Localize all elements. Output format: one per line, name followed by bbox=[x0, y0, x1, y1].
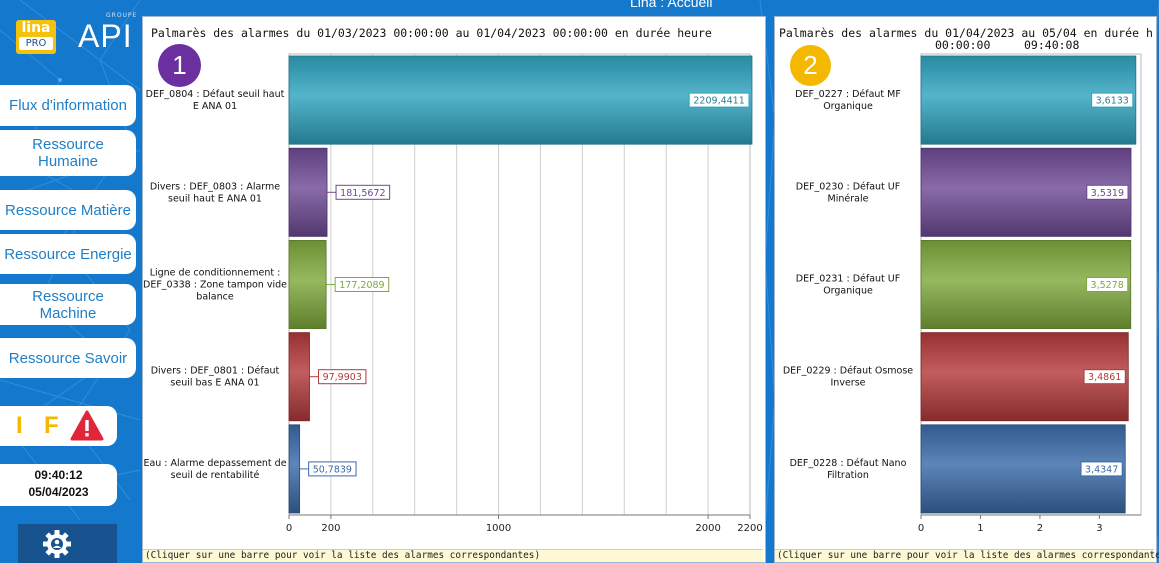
nav-ressource-energie[interactable]: Ressource Energie bbox=[0, 234, 136, 274]
gear-icon bbox=[43, 530, 71, 558]
value-label-box bbox=[335, 184, 391, 200]
logo-groupe-text: GROUPE bbox=[106, 12, 138, 19]
category-label: Filtration bbox=[827, 470, 869, 481]
value-label: 2209,4411 bbox=[693, 96, 744, 107]
clock-box: 09:40:12 05/04/2023 bbox=[0, 464, 117, 506]
value-label: 50,7839 bbox=[313, 464, 352, 475]
x-tick-label: 0 bbox=[286, 523, 292, 534]
nav-label: Ressource Humaine bbox=[32, 136, 104, 170]
window-title: Lina : Accueil bbox=[630, 0, 713, 10]
logo-pro-text: PRO bbox=[19, 37, 53, 50]
nav-ressource-humaine[interactable]: Ressource Humaine bbox=[0, 130, 136, 176]
x-tick-label: 3 bbox=[1096, 523, 1102, 534]
alarm-ranking-panel-1: Palmarès des alarmes du 01/03/2023 00:00… bbox=[142, 16, 766, 563]
panel-number-badge: 1 bbox=[158, 44, 201, 87]
indicator-f[interactable]: F bbox=[44, 412, 59, 439]
category-label: Minérale bbox=[828, 193, 869, 204]
value-label-box bbox=[318, 369, 367, 385]
category-label: Organique bbox=[823, 101, 873, 112]
x-tick-label: 200 bbox=[321, 523, 340, 534]
nav-label: Ressource Machine bbox=[32, 287, 104, 322]
indicator-i[interactable]: I bbox=[16, 412, 23, 439]
nav-flux-information[interactable]: Flux d'information bbox=[0, 85, 136, 126]
value-label-box bbox=[688, 92, 750, 108]
value-label-box bbox=[308, 461, 357, 477]
category-label: seuil bas E ANA 01 bbox=[170, 378, 259, 389]
nav-ressource-machine[interactable]: Ressource Machine bbox=[0, 284, 136, 325]
value-label: 3,6133 bbox=[1096, 96, 1129, 107]
value-label-box bbox=[1083, 369, 1126, 385]
panel-title-end-time: 09:40:08 bbox=[1024, 38, 1080, 52]
value-label: 3,4861 bbox=[1088, 372, 1121, 383]
panel-title: Palmarès des alarmes du 01/03/2023 00:00… bbox=[151, 26, 712, 40]
category-label: Inverse bbox=[831, 378, 866, 389]
nav-label: Ressource Savoir bbox=[8, 349, 128, 367]
nav-ressource-matiere[interactable]: Ressource Matière bbox=[0, 190, 136, 230]
nav-label: Ressource Energie bbox=[4, 245, 132, 263]
warning-triangle-icon[interactable] bbox=[70, 410, 104, 442]
logo-lina-text: lina bbox=[21, 20, 51, 36]
value-label-box bbox=[334, 277, 390, 292]
category-label: DEF_0338 : Zone tampon vide bbox=[143, 280, 287, 291]
nav-label: Ressource Matière bbox=[5, 201, 131, 219]
x-tick-label: 1 bbox=[977, 523, 983, 534]
category-label: DEF_0229 : Défaut Osmose bbox=[783, 366, 913, 377]
category-label: Organique bbox=[823, 286, 873, 297]
x-tick-label: 0 bbox=[918, 523, 924, 534]
category-label: DEF_0228 : Défaut Nano bbox=[790, 458, 907, 469]
category-label: Ligne de conditionnement : bbox=[150, 268, 281, 279]
category-label: seuil haut E ANA 01 bbox=[168, 193, 262, 204]
nav-label: Flux d'information bbox=[9, 97, 127, 114]
settings-button[interactable] bbox=[18, 524, 117, 563]
category-label: balance bbox=[196, 292, 234, 303]
alarm-ranking-panel-2: Palmarès des alarmes du 01/04/2023 au 05… bbox=[774, 16, 1159, 563]
value-label-box bbox=[1091, 92, 1134, 108]
panel-title: Palmarès des alarmes du 01/04/2023 au 05… bbox=[779, 26, 1153, 40]
category-label: DEF_0804 : Défaut seuil haut bbox=[146, 89, 285, 100]
sidebar: lina PRO GROUPE API Flux d'information R… bbox=[0, 0, 140, 563]
panel-footer-hint: (Cliquer sur une barre pour voir la list… bbox=[775, 549, 1159, 562]
category-label: seuil de rentabilité bbox=[171, 470, 260, 481]
value-label: 3,4347 bbox=[1085, 464, 1118, 475]
x-tick-label: 2000 bbox=[695, 523, 720, 534]
value-label-box bbox=[1086, 277, 1129, 292]
category-label: DEF_0227 : Défaut MF bbox=[795, 89, 901, 100]
panel-title-start-time: 00:00:00 bbox=[935, 38, 991, 52]
value-label: 181,5672 bbox=[340, 188, 385, 199]
category-label: Eau : Alarme depassement de bbox=[143, 458, 286, 469]
x-tick-label: 2200 bbox=[737, 523, 762, 534]
clock-time: 09:40:12 bbox=[34, 468, 83, 482]
bar[interactable] bbox=[288, 239, 327, 329]
panel-footer-hint: (Cliquer sur une barre pour voir la list… bbox=[143, 549, 763, 562]
value-label: 177,2089 bbox=[339, 280, 384, 291]
value-label: 97,9903 bbox=[323, 372, 362, 383]
bar[interactable] bbox=[288, 424, 301, 514]
bar[interactable] bbox=[288, 147, 328, 237]
value-label-box bbox=[1080, 461, 1123, 477]
value-label-box bbox=[1086, 184, 1129, 200]
category-label: DEF_0231 : Défaut UF bbox=[796, 274, 900, 285]
x-tick-label: 1000 bbox=[486, 523, 511, 534]
value-label: 3,5278 bbox=[1091, 280, 1124, 291]
category-label: Divers : DEF_0803 : Alarme bbox=[150, 181, 280, 192]
indicators-box: I F bbox=[0, 406, 117, 446]
value-label: 3,5319 bbox=[1091, 188, 1124, 199]
nav-ressource-savoir[interactable]: Ressource Savoir bbox=[0, 338, 136, 378]
category-label: DEF_0230 : Défaut UF bbox=[796, 181, 900, 192]
clock-date: 05/04/2023 bbox=[28, 485, 89, 499]
bar[interactable] bbox=[288, 332, 310, 422]
api-logo: API bbox=[78, 18, 133, 54]
x-tick-label: 2 bbox=[1037, 523, 1043, 534]
bar[interactable] bbox=[288, 55, 753, 145]
alarm-bar-chart-1: 0 200 1000 2000 2200 DEF_0804 : Défaut seuil … bbox=[143, 53, 763, 534]
lina-pro-logo: lina PRO bbox=[16, 20, 56, 54]
panel-number-badge: 2 bbox=[790, 45, 831, 86]
category-label: Divers : DEF_0801 : Défaut bbox=[151, 366, 280, 377]
category-label: E ANA 01 bbox=[193, 101, 237, 112]
